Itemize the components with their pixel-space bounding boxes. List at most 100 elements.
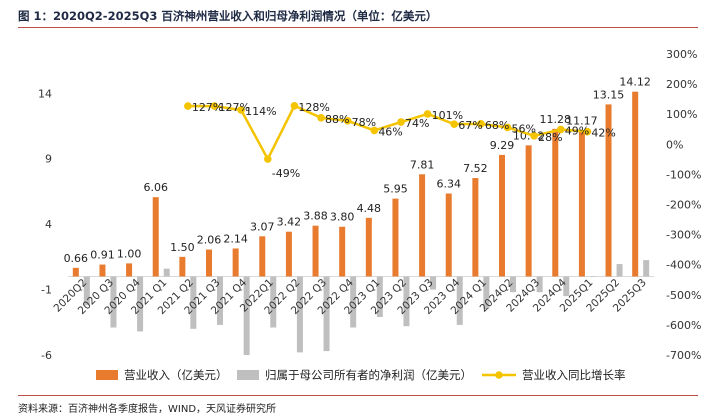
right-axis-ticks: 300% 200% 100% 0% -100% -200% -300% -400% -500% -… xyxy=(666,48,701,362)
growth-polyline xyxy=(187,104,588,162)
revenue-data-label: 11.17 xyxy=(566,114,598,127)
growth-data-label: 46% xyxy=(378,125,402,138)
legend-label-growth: 营业收入同比增长率 xyxy=(522,368,626,382)
legend-swatch-net-profit xyxy=(237,370,259,380)
revenue-data-label: 4.48 xyxy=(357,202,382,215)
net-profit-bar xyxy=(323,276,330,352)
growth-data-label: 56% xyxy=(512,122,536,135)
growth-point xyxy=(370,126,379,135)
revenue-bar xyxy=(499,154,505,277)
growth-data-label: 114% xyxy=(245,105,276,118)
revenue-bar xyxy=(312,225,319,277)
growth-point xyxy=(290,101,299,110)
net-profit-bar xyxy=(190,276,197,329)
net-profit-bar xyxy=(163,268,170,277)
source-divider xyxy=(18,395,698,396)
revenue-data-label: 3.07 xyxy=(250,220,275,233)
legend: 营业收入（亿美元） 归属于母公司所有者的净利润（亿美元） 营业收入同比增长率 xyxy=(96,368,626,382)
revenue-data-label: 5.95 xyxy=(383,183,408,196)
right-axis-tick: 200% xyxy=(666,78,697,91)
growth-point xyxy=(503,123,512,132)
growth-point xyxy=(210,102,219,110)
net-profit-bar xyxy=(83,276,90,306)
bar-data-labels: 0.66 0.91 1.00 6.06 1.502.06 2.143.07 3.42 3.88… xyxy=(64,76,651,265)
growth-point xyxy=(263,155,272,163)
growth-data-labels: 127%127%114%-49%128%88% 78%46%74%101%67% 6… xyxy=(192,101,616,180)
revenue-bar xyxy=(472,178,479,277)
revenue-data-label: 3.80 xyxy=(330,211,355,224)
revenue-bar xyxy=(232,248,239,277)
growth-point xyxy=(423,110,432,118)
net-profit-bar xyxy=(350,276,357,328)
growth-point xyxy=(530,132,538,140)
revenue-bar xyxy=(339,226,346,277)
growth-point xyxy=(184,102,192,110)
revenue-data-label: 2.06 xyxy=(197,234,222,247)
revenue-bar xyxy=(179,256,186,277)
right-axis-tick: -100% xyxy=(666,168,701,181)
revenue-data-label: 7.81 xyxy=(410,158,435,171)
growth-point xyxy=(450,120,459,128)
growth-point xyxy=(343,117,352,125)
revenue-data-label: 3.88 xyxy=(303,210,328,223)
left-axis-tick: -1 xyxy=(41,284,52,297)
net-profit-bar xyxy=(403,276,410,327)
growth-point xyxy=(317,114,325,122)
revenue-data-label: 6.34 xyxy=(436,178,461,191)
left-axis-ticks: -6 -1 4 9 14 xyxy=(38,87,52,362)
net-profit-bar xyxy=(217,276,223,325)
revenue-bar xyxy=(126,263,133,277)
revenue-data-label: 6.06 xyxy=(143,181,168,194)
source-note: 资料来源：百济神州各季度报告，WIND，天风证券研究所 xyxy=(18,404,277,415)
left-axis-tick: -6 xyxy=(41,349,52,362)
legend-swatch-revenue xyxy=(96,370,118,380)
growth-data-label: 127% xyxy=(192,101,223,114)
growth-data-label: 67% xyxy=(458,119,482,132)
revenue-bar xyxy=(632,91,639,277)
revenue-bar xyxy=(445,193,452,277)
right-axis-tick: -200% xyxy=(666,199,701,212)
growth-data-label: 49% xyxy=(565,125,589,138)
growth-point xyxy=(397,118,405,126)
revenue-bar xyxy=(152,197,159,277)
growth-data-label: -49% xyxy=(272,167,300,180)
growth-point xyxy=(583,127,592,136)
revenue-data-label: 13.15 xyxy=(593,88,625,101)
net-profit-bar xyxy=(456,276,463,325)
revenue-bar xyxy=(72,267,79,277)
net-profit-bar xyxy=(616,264,623,277)
revenue-bar xyxy=(99,264,106,277)
legend-label-revenue: 营业收入（亿美元） xyxy=(124,368,228,382)
growth-data-label: 127% xyxy=(219,101,250,114)
revenue-bar xyxy=(365,217,372,277)
net-profit-bar xyxy=(483,276,490,310)
growth-data-label: 28% xyxy=(538,131,562,144)
revenue-data-label: 0.66 xyxy=(64,252,89,265)
right-axis-tick: 0% xyxy=(666,138,683,151)
revenue-bar xyxy=(392,198,399,277)
growth-data-label: 78% xyxy=(352,116,376,129)
growth-data-label: 128% xyxy=(298,101,329,114)
net-profit-bar xyxy=(296,276,303,353)
left-axis-tick: 9 xyxy=(45,153,52,166)
revenue-data-label: 1.50 xyxy=(170,241,195,254)
legend-label-net-profit: 归属于母公司所有者的净利润（亿美元） xyxy=(265,368,472,382)
title-divider xyxy=(18,27,698,28)
net-profit-bar xyxy=(510,276,516,293)
right-axis-tick: -300% xyxy=(666,229,701,242)
net-profit-bar xyxy=(589,276,596,277)
right-axis-tick: -700% xyxy=(666,349,701,362)
revenue-data-label: 2.14 xyxy=(223,232,248,245)
revenue-data-label: 7.52 xyxy=(463,162,488,175)
net-profit-bar xyxy=(376,276,383,318)
growth-data-label: 101% xyxy=(432,109,463,122)
right-axis-tick: -400% xyxy=(666,259,701,272)
revenue-bar xyxy=(259,236,266,277)
growth-data-label: 74% xyxy=(405,117,429,130)
revenue-bar xyxy=(419,174,426,277)
bar-marks xyxy=(72,91,650,355)
revenue-data-label: 3.42 xyxy=(277,216,302,229)
growth-data-label: 88% xyxy=(325,113,349,126)
growth-line xyxy=(184,101,592,163)
